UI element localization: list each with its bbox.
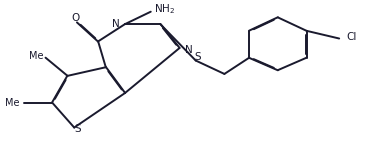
Text: N: N bbox=[112, 19, 119, 29]
Text: S: S bbox=[194, 52, 201, 62]
Text: NH$_2$: NH$_2$ bbox=[154, 2, 176, 16]
Text: O: O bbox=[71, 13, 79, 23]
Text: Cl: Cl bbox=[346, 32, 356, 42]
Text: N: N bbox=[185, 45, 193, 55]
Text: S: S bbox=[74, 124, 80, 134]
Text: Me: Me bbox=[5, 98, 20, 108]
Text: Me: Me bbox=[29, 51, 44, 61]
